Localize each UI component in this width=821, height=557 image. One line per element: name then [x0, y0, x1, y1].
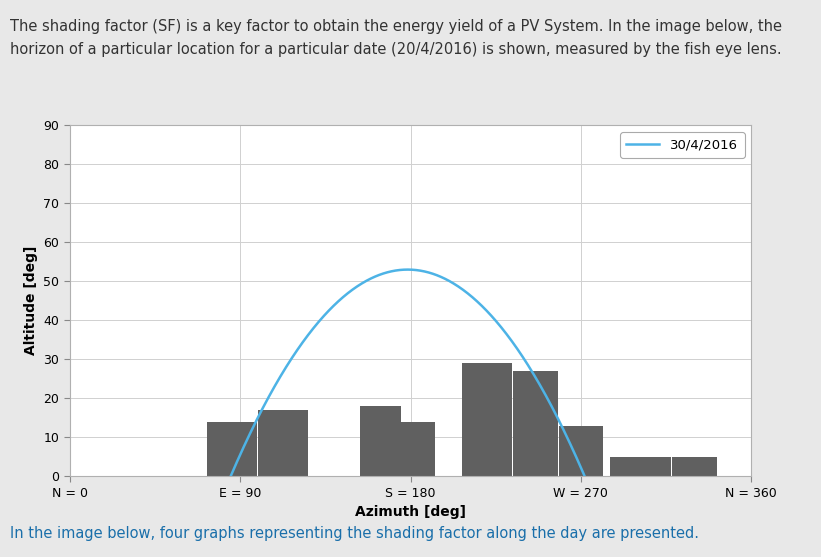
30/4/2016	[386, 268, 396, 275]
Bar	[360, 406, 401, 476]
30/4/2016	[463, 290, 473, 297]
Text: In the image below, four graphs representing the shading factor along the day ar: In the image below, four graphs represen…	[10, 526, 699, 541]
30/4/2016	[402, 266, 412, 273]
30/4/2016	[580, 473, 589, 480]
Bar	[672, 457, 717, 476]
Bar	[401, 422, 435, 476]
Text: The shading factor (SF) is a key factor to obtain the energy yield of a PV Syste: The shading factor (SF) is a key factor …	[10, 19, 782, 35]
30/4/2016	[493, 320, 502, 326]
Bar	[610, 457, 671, 476]
Bar	[207, 422, 257, 476]
30/4/2016	[435, 273, 445, 280]
Bar	[513, 371, 557, 476]
Bar	[462, 363, 512, 476]
30/4/2016	[226, 473, 236, 480]
Line: 30/4/2016: 30/4/2016	[231, 270, 585, 476]
X-axis label: Azimuth [deg]: Azimuth [deg]	[355, 505, 466, 519]
Y-axis label: Altitude [deg]: Altitude [deg]	[24, 246, 38, 355]
Text: horizon of a particular location for a particular date (20/4/2016) is shown, mea: horizon of a particular location for a p…	[10, 42, 782, 57]
Bar	[258, 410, 308, 476]
Bar	[558, 426, 603, 476]
30/4/2016	[288, 353, 298, 359]
30/4/2016	[317, 315, 327, 322]
Legend: 30/4/2016: 30/4/2016	[620, 132, 745, 158]
